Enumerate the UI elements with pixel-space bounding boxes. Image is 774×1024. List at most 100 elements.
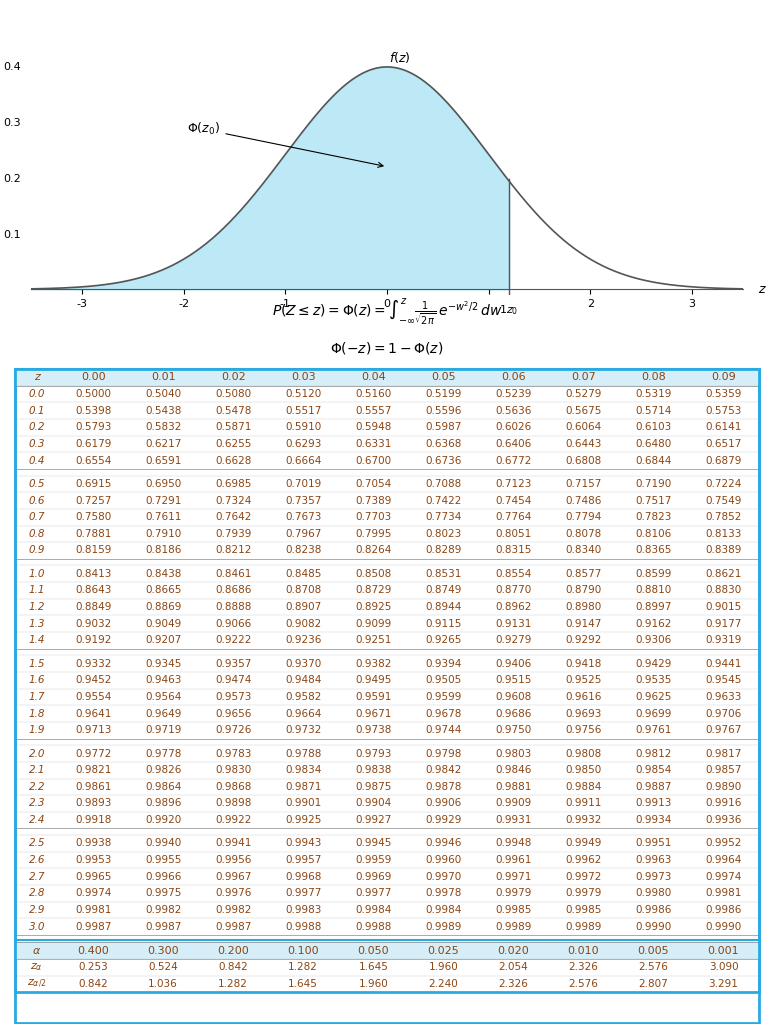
Text: 0.8770: 0.8770: [495, 586, 532, 595]
Text: 0.9887: 0.9887: [635, 782, 672, 792]
Text: α: α: [33, 946, 40, 955]
Text: 3.090: 3.090: [709, 963, 738, 973]
Text: 0.8413: 0.8413: [75, 568, 111, 579]
Text: 0.8925: 0.8925: [355, 602, 392, 612]
Text: 0.9015: 0.9015: [705, 602, 741, 612]
Text: 0.8997: 0.8997: [635, 602, 672, 612]
Text: 0.9265: 0.9265: [425, 635, 461, 645]
Text: 0.8159: 0.8159: [75, 546, 111, 555]
Text: 0.9977: 0.9977: [355, 889, 392, 898]
Text: 0.7190: 0.7190: [635, 479, 672, 488]
Text: 0.9978: 0.9978: [425, 889, 461, 898]
Text: 0.5832: 0.5832: [145, 422, 181, 432]
Text: 0.9693: 0.9693: [565, 709, 601, 719]
Text: 0.9279: 0.9279: [495, 635, 532, 645]
Text: 0.8289: 0.8289: [425, 546, 461, 555]
Text: 0.8599: 0.8599: [635, 568, 672, 579]
Text: 0.9918: 0.9918: [75, 815, 111, 825]
Text: 0.9357: 0.9357: [215, 658, 252, 669]
Text: z: z: [34, 373, 39, 382]
Text: 0.8729: 0.8729: [355, 586, 392, 595]
Text: 1.036: 1.036: [149, 979, 178, 989]
Text: 0.9793: 0.9793: [355, 749, 392, 759]
Text: 0.9955: 0.9955: [145, 855, 181, 865]
Text: 0.9641: 0.9641: [75, 709, 111, 719]
Text: 0.9941: 0.9941: [215, 839, 252, 849]
Text: 0.9370: 0.9370: [285, 658, 321, 669]
Text: 0.9946: 0.9946: [425, 839, 461, 849]
Text: 0.9192: 0.9192: [75, 635, 111, 645]
Text: 0.9980: 0.9980: [635, 889, 672, 898]
Text: 0.02: 0.02: [221, 373, 245, 382]
Text: 0.9948: 0.9948: [495, 839, 532, 849]
Text: 0.6517: 0.6517: [705, 439, 741, 449]
Text: 0.9808: 0.9808: [565, 749, 601, 759]
Text: 0.9032: 0.9032: [75, 618, 111, 629]
Text: 0.7123: 0.7123: [495, 479, 532, 488]
Text: 2.576: 2.576: [639, 963, 669, 973]
Text: 0.7422: 0.7422: [425, 496, 461, 506]
Text: The Standard Normal Distribution Function: The Standard Normal Distribution Functio…: [81, 15, 353, 28]
Text: 0.9920: 0.9920: [145, 815, 181, 825]
Text: 0.7088: 0.7088: [425, 479, 461, 488]
Text: 0.6985: 0.6985: [215, 479, 252, 488]
Text: 0.9744: 0.9744: [425, 725, 461, 735]
Text: 0.9441: 0.9441: [705, 658, 741, 669]
Text: 0.7291: 0.7291: [145, 496, 181, 506]
Text: 0.9962: 0.9962: [565, 855, 601, 865]
Text: 0.9625: 0.9625: [635, 692, 672, 702]
Text: 0.010: 0.010: [567, 946, 599, 955]
Text: 0.5987: 0.5987: [425, 422, 461, 432]
Text: 0.8643: 0.8643: [75, 586, 111, 595]
Text: 0.5557: 0.5557: [355, 406, 392, 416]
Text: 1.282: 1.282: [288, 963, 318, 973]
Text: 0.5319: 0.5319: [635, 389, 672, 399]
Text: 0.9857: 0.9857: [705, 765, 741, 775]
Text: 0.9345: 0.9345: [145, 658, 181, 669]
Text: 0.8790: 0.8790: [565, 586, 601, 595]
Text: 0.5675: 0.5675: [565, 406, 601, 416]
Text: 1.7: 1.7: [29, 692, 45, 702]
Text: 0.8461: 0.8461: [215, 568, 252, 579]
Text: 1.9: 1.9: [29, 725, 45, 735]
Text: 0.9989: 0.9989: [425, 922, 461, 932]
Text: 0.5359: 0.5359: [705, 389, 741, 399]
Text: 0.8133: 0.8133: [705, 528, 741, 539]
Text: 0.9854: 0.9854: [635, 765, 672, 775]
Text: 0.9875: 0.9875: [355, 782, 392, 792]
Text: 0.524: 0.524: [149, 963, 178, 973]
Text: 0.9871: 0.9871: [285, 782, 321, 792]
Text: $z$: $z$: [759, 283, 767, 296]
Text: 0.9573: 0.9573: [215, 692, 252, 702]
Text: 2.0: 2.0: [29, 749, 45, 759]
Text: 0.400: 0.400: [77, 946, 109, 955]
Text: 0.9965: 0.9965: [75, 871, 111, 882]
Text: 2.326: 2.326: [498, 979, 529, 989]
Text: 0.9429: 0.9429: [635, 658, 672, 669]
Text: 0.6064: 0.6064: [565, 422, 601, 432]
Text: 0.9957: 0.9957: [285, 855, 321, 865]
Text: 0.6217: 0.6217: [145, 439, 181, 449]
Text: 0.9251: 0.9251: [355, 635, 392, 645]
Text: 0.020: 0.020: [498, 946, 529, 955]
Text: 0.9929: 0.9929: [425, 815, 461, 825]
Text: 0.9945: 0.9945: [355, 839, 392, 849]
Text: 0.9990: 0.9990: [705, 922, 741, 932]
Text: 0.9686: 0.9686: [495, 709, 532, 719]
Text: 3.291: 3.291: [708, 979, 738, 989]
Text: 0.9821: 0.9821: [75, 765, 111, 775]
Text: 0.9916: 0.9916: [705, 799, 741, 809]
Text: 1.1: 1.1: [29, 586, 45, 595]
Text: 0.5199: 0.5199: [425, 389, 461, 399]
Text: 0.6179: 0.6179: [75, 439, 111, 449]
Text: 1.3: 1.3: [29, 618, 45, 629]
Text: 0.7580: 0.7580: [75, 512, 111, 522]
Text: 0.9463: 0.9463: [145, 675, 181, 685]
Text: 0.9525: 0.9525: [565, 675, 601, 685]
Text: 0.8365: 0.8365: [635, 546, 672, 555]
Text: 0.9664: 0.9664: [285, 709, 321, 719]
Text: 2.326: 2.326: [568, 963, 598, 973]
Text: 0.9974: 0.9974: [75, 889, 111, 898]
Text: 0.9938: 0.9938: [75, 839, 111, 849]
Text: 2.576: 2.576: [568, 979, 598, 989]
